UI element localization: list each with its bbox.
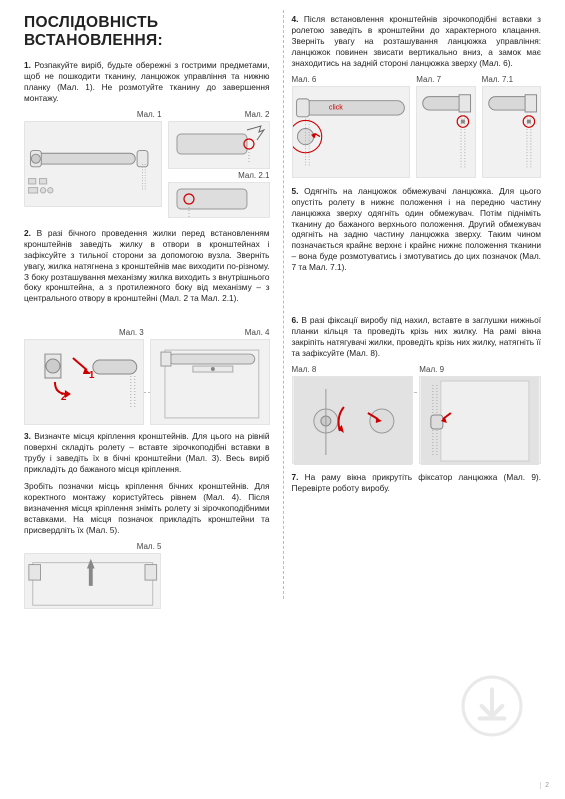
- fig-label-8: Мал. 8: [292, 365, 414, 374]
- vertical-divider: [283, 10, 284, 599]
- page-title: ПОСЛІДОВНІСТЬ ВСТАНОВЛЕННЯ:: [24, 14, 270, 50]
- fig-71: [482, 86, 541, 178]
- fig-7: [416, 86, 475, 178]
- step-6: 6. В разі фіксації виробу під нахил, вст…: [292, 315, 542, 359]
- step-2: 2. В разі бічного проведення жилки перед…: [24, 228, 270, 305]
- fig-label-6: Мал. 6: [292, 75, 411, 84]
- fig-4: [150, 339, 270, 425]
- fig-label-4: Мал. 4: [245, 328, 270, 337]
- step-1: 1. Розпакуйте виріб, будьте обережні з г…: [24, 60, 270, 104]
- fig-8: [292, 376, 414, 464]
- step-5: 5. Одягніть на ланцюжок обмежувачі ланцю…: [292, 186, 542, 274]
- step-3a: 3. Визначте місця кріплення кронштейнів.…: [24, 431, 270, 475]
- fig-label-21: Мал. 2.1: [238, 171, 269, 180]
- fig-2: [168, 121, 270, 169]
- fig-label-3: Мал. 3: [119, 328, 144, 337]
- fig-label-1: Мал. 1: [137, 110, 162, 119]
- fig-3: 2 1: [24, 339, 144, 425]
- fig-6: click: [292, 86, 411, 178]
- step-7: 7. На раму вікна прикрутіть фіксатор лан…: [292, 472, 542, 494]
- svg-text:click: click: [328, 103, 342, 111]
- watermark-icon: [461, 675, 523, 737]
- fig-label-5: Мал. 5: [137, 542, 162, 551]
- fig-9: [419, 376, 541, 464]
- step-4: 4. Після встановлення кронштейнів зірочк…: [292, 14, 542, 69]
- fig-label-2: Мал. 2: [245, 110, 270, 119]
- page-number: 2: [540, 782, 549, 789]
- fig-1: [24, 121, 162, 207]
- step-3b: Зробіть позначки місць кріплення бічних …: [24, 481, 270, 536]
- fig-label-9: Мал. 9: [419, 365, 541, 374]
- fig-21: [168, 182, 270, 218]
- fig-5: [24, 553, 161, 609]
- fig-label-7: Мал. 7: [416, 75, 475, 84]
- fig-label-71: Мал. 7.1: [482, 75, 541, 84]
